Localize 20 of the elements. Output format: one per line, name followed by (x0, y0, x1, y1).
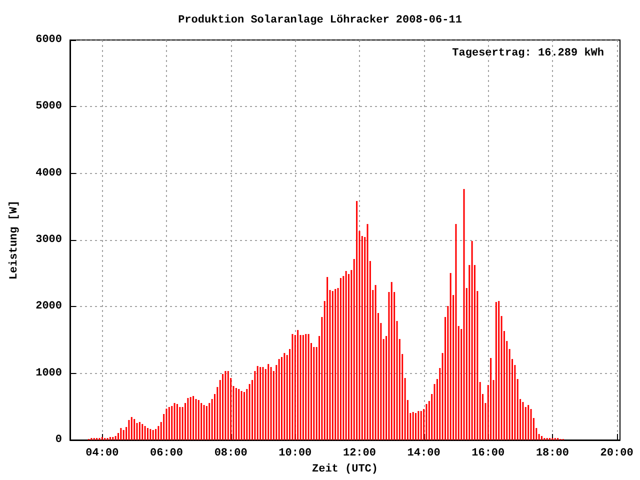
x-tick-label: 06:00 (150, 448, 183, 460)
x-tick-label: 10:00 (278, 448, 312, 460)
y-tick-label: 5000 (36, 100, 62, 113)
y-tick-label: 1000 (36, 367, 62, 380)
chart-title: Produktion Solaranlage Löhracker 2008-06-11 (178, 14, 462, 26)
x-axis-title: Zeit (UTC) (312, 464, 378, 476)
y-tick-label: 2000 (36, 300, 62, 313)
x-tick-label: 18:00 (536, 448, 569, 460)
x-tick-label: 14:00 (407, 448, 440, 460)
y-tick-label: 0 (55, 434, 62, 446)
annotation: Tagesertrag: 16.289 kWh (452, 48, 604, 60)
y-tick-label: 4000 (36, 167, 62, 180)
x-tick-label: 20:00 (600, 448, 634, 460)
y-axis-title: Leistung [W] (8, 200, 20, 280)
x-tick-label: 16:00 (472, 448, 505, 460)
x-tick-label: 08:00 (214, 448, 248, 460)
y-tick-label: 3000 (36, 234, 62, 246)
x-tick-label: 04:00 (86, 448, 119, 460)
y-tick-label: 6000 (36, 34, 62, 46)
x-tick-label: 12:00 (342, 448, 376, 460)
